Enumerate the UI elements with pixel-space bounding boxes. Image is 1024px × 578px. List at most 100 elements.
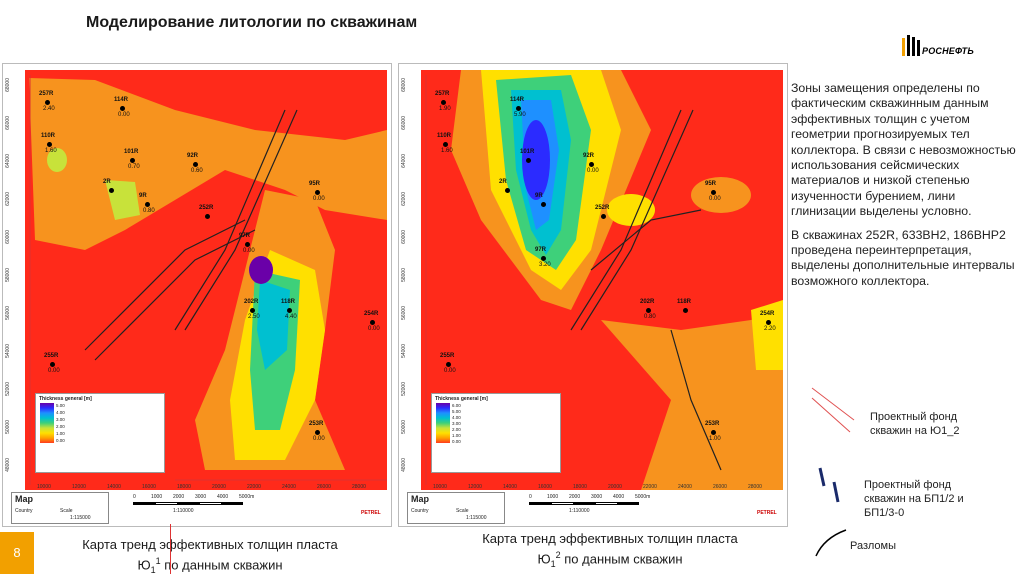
y-axis-tick: 48000: [5, 458, 11, 472]
y-axis-tick: 58000: [401, 268, 407, 282]
legend-value: 1.00: [56, 431, 65, 436]
y-axis-tick: 50000: [5, 420, 11, 434]
well-label: 253R: [309, 421, 324, 427]
legend-title: Thickness general [m]: [39, 396, 92, 402]
legend-value: 1.00: [452, 433, 461, 438]
well-label: 255R: [44, 353, 59, 359]
x-axis-tick: 26000: [317, 484, 331, 490]
petrel-mark: PETREL: [361, 510, 381, 516]
well-marker[interactable]: [766, 320, 771, 325]
scale-tick: 2000: [569, 494, 581, 500]
y-axis-tick: 64000: [401, 154, 407, 168]
well-marker[interactable]: [130, 158, 135, 163]
well-marker[interactable]: [443, 142, 448, 147]
y-axis-tick: 52000: [5, 382, 11, 396]
map-info-box-left: Map Country Scale 1:115000: [11, 492, 109, 524]
y-axis-tick: 64000: [5, 154, 11, 168]
legend-item-ju12: Проектный фонд скважин на Ю1_2: [870, 411, 960, 437]
legend-color-bar: [436, 403, 450, 443]
divider-line: [170, 524, 171, 574]
well-thickness-value: 2.20: [764, 326, 776, 332]
well-marker[interactable]: [245, 242, 250, 247]
well-thickness-value: 0.00: [243, 248, 255, 254]
caption-right: Карта тренд эффективных толщин пласта Ю1…: [440, 531, 780, 572]
scale-ratio: 1:110000: [569, 508, 590, 514]
well-label: 257R: [435, 91, 450, 97]
well-marker[interactable]: [120, 106, 125, 111]
y-axis-tick: 56000: [401, 306, 407, 320]
legend-color-bar: [40, 403, 54, 443]
well-marker[interactable]: [50, 362, 55, 367]
well-thickness-value: 0.00: [444, 368, 456, 374]
well-marker[interactable]: [683, 308, 688, 313]
legend-value: 6.00: [452, 403, 461, 408]
caption-left-sup: 1: [155, 556, 161, 566]
well-label: 2R: [499, 179, 507, 185]
well-thickness-value: 1.60: [441, 148, 453, 154]
legend-value: 2.00: [56, 424, 65, 429]
rosneft-logo: РОСНЕФТЬ: [900, 34, 1010, 64]
well-thickness-value: 3.20: [539, 262, 551, 268]
map-panel-left: 257R 2.40 114R 0.00 110R 1.60 101R 0.70 92R 0.60 2…: [2, 63, 392, 527]
thickness-legend-right: Thickness general [m] 6.00 5.00 4.00 3.0…: [431, 393, 561, 473]
well-label: 252R: [595, 205, 610, 211]
x-axis-tick: 28000: [352, 484, 366, 490]
well-marker[interactable]: [315, 190, 320, 195]
scale-ratio: 1:110000: [173, 508, 194, 514]
well-label: 118R: [281, 299, 296, 305]
y-axis-tick: 62000: [5, 192, 11, 206]
scale-tick: 5000m: [635, 494, 651, 500]
well-marker[interactable]: [315, 430, 320, 435]
well-marker[interactable]: [287, 308, 292, 313]
well-marker[interactable]: [193, 162, 198, 167]
scale-tick: 2000: [173, 494, 185, 500]
well-label: 202R: [640, 299, 655, 305]
well-thickness-value: 0.70: [128, 164, 140, 170]
well-marker[interactable]: [145, 202, 150, 207]
well-marker[interactable]: [711, 190, 716, 195]
legend-value: 0.00: [56, 438, 65, 443]
y-axis-tick: 54000: [5, 344, 11, 358]
well-marker[interactable]: [109, 188, 114, 193]
well-marker[interactable]: [711, 430, 716, 435]
well-marker[interactable]: [205, 214, 210, 219]
well-marker[interactable]: [541, 202, 546, 207]
x-axis-tick: 18000: [177, 484, 191, 490]
y-axis-tick: 66000: [401, 116, 407, 130]
well-marker[interactable]: [516, 106, 521, 111]
project-wells-ju12-icon: [811, 387, 855, 433]
well-label: 97R: [535, 247, 547, 253]
x-axis-tick: 28000: [748, 484, 762, 490]
well-label: 110R: [437, 133, 452, 139]
x-axis-tick: 24000: [282, 484, 296, 490]
well-marker[interactable]: [446, 362, 451, 367]
well-marker[interactable]: [370, 320, 375, 325]
scale-tick: 0: [529, 494, 532, 500]
well-marker[interactable]: [47, 142, 52, 147]
well-marker[interactable]: [45, 100, 50, 105]
scale-tick: 4000: [613, 494, 625, 500]
x-axis-tick: 18000: [573, 484, 587, 490]
well-marker[interactable]: [541, 256, 546, 261]
well-thickness-value: 0.00: [709, 196, 721, 202]
scale-tick: 5000m: [239, 494, 255, 500]
well-thickness-value: 0.60: [191, 168, 203, 174]
well-marker[interactable]: [526, 158, 531, 163]
scale-label: Scale: [60, 508, 73, 514]
well-marker[interactable]: [441, 100, 446, 105]
well-label: 97R: [239, 233, 251, 239]
y-axis-tick: 58000: [5, 268, 11, 282]
y-axis-tick: 62000: [401, 192, 407, 206]
well-thickness-value: 0.80: [143, 208, 155, 214]
x-axis-tick: 12000: [468, 484, 482, 490]
y-axis-tick: 48000: [401, 458, 407, 472]
well-marker[interactable]: [646, 308, 651, 313]
well-marker[interactable]: [250, 308, 255, 313]
project-wells-bp-icon: [818, 467, 840, 503]
x-axis-tick: 20000: [608, 484, 622, 490]
well-marker[interactable]: [589, 162, 594, 167]
y-axis-tick: 66000: [5, 116, 11, 130]
x-axis-tick: 10000: [37, 484, 51, 490]
well-marker[interactable]: [601, 214, 606, 219]
well-marker[interactable]: [505, 188, 510, 193]
